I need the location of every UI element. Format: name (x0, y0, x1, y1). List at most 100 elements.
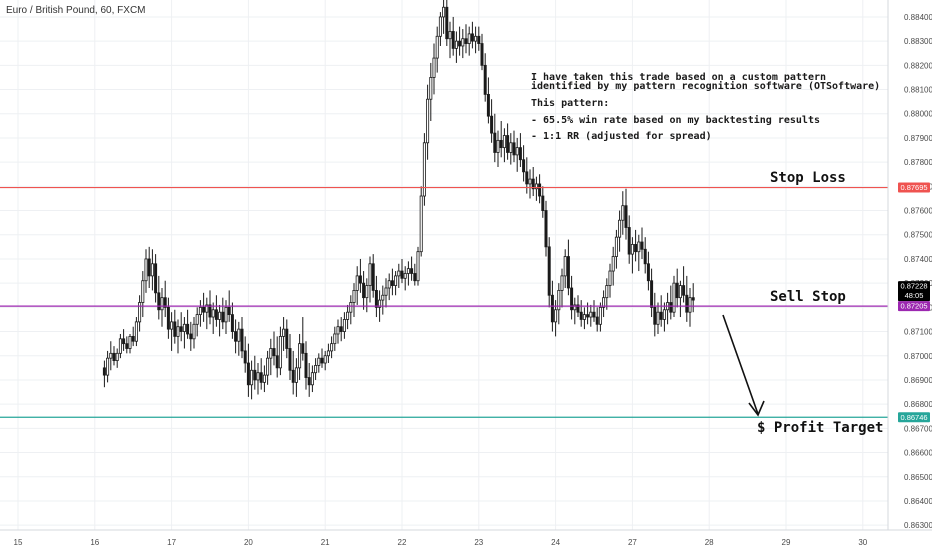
candle (618, 210, 622, 252)
candle (173, 309, 177, 344)
candle (304, 341, 308, 390)
candle (208, 290, 212, 325)
candle (490, 99, 494, 143)
stop-loss-price-tag: 0.87695 (898, 182, 930, 193)
candle (266, 350, 270, 385)
x-tick-label: 15 (14, 538, 23, 547)
candle (256, 363, 260, 395)
candle (310, 365, 314, 393)
current-price-tag: 0.87228 48:05 (898, 281, 930, 302)
stop-loss-label: Stop Loss (770, 170, 846, 186)
candle (397, 263, 401, 288)
svg-text:0.87228: 0.87228 (900, 282, 927, 291)
candle (166, 297, 170, 339)
candle (122, 329, 126, 351)
candle (493, 113, 497, 163)
x-tick-label: 17 (167, 538, 176, 547)
candle (506, 123, 510, 160)
candle (416, 246, 420, 286)
candle (509, 133, 513, 165)
candle (589, 304, 593, 327)
y-tick-label: 0.87400 (904, 255, 932, 264)
candle (451, 16, 455, 56)
candle (634, 229, 638, 262)
candle (531, 166, 535, 197)
y-tick-label: 0.88100 (904, 86, 932, 95)
candle (611, 246, 615, 286)
candle (326, 343, 330, 364)
candle (627, 215, 631, 264)
y-tick-label: 0.88200 (904, 61, 932, 70)
candle (285, 319, 289, 359)
candle (419, 186, 423, 257)
x-tick-label: 21 (321, 538, 330, 547)
candle (467, 26, 471, 56)
candle (390, 268, 394, 296)
candle (646, 251, 650, 291)
candle (595, 307, 599, 332)
candle (502, 128, 506, 163)
candle (406, 261, 410, 286)
candle (512, 130, 516, 163)
candle (301, 317, 305, 361)
trade-annotation: I have taken this trade based on a custo… (531, 71, 880, 142)
candle (205, 297, 209, 330)
candle (454, 31, 458, 63)
candle (218, 304, 222, 337)
annotation-line-4: - 65.5% win rate based on my backtesting… (531, 114, 820, 126)
candle (198, 300, 202, 327)
candle (605, 278, 609, 310)
candle (678, 280, 682, 318)
candle (342, 312, 346, 339)
candle (400, 258, 404, 284)
candle (688, 287, 692, 327)
candle (547, 237, 551, 308)
candle (336, 319, 340, 344)
candle (659, 295, 663, 327)
annotation-line-2: identified by my pattern recognition sof… (531, 80, 880, 92)
candle (685, 275, 689, 322)
candle (608, 263, 612, 298)
x-tick-label: 27 (628, 538, 637, 547)
candle (320, 348, 324, 368)
svg-text:0.87695: 0.87695 (900, 183, 927, 192)
candle (349, 295, 353, 325)
candle (362, 271, 366, 310)
candle (109, 341, 113, 371)
candle (374, 275, 378, 318)
candle (534, 176, 538, 201)
candle (432, 43, 436, 95)
annotation-line-1: I have taken this trade based on a custo… (531, 71, 826, 83)
candle (323, 350, 327, 371)
candle (246, 343, 250, 397)
y-tick-label: 0.87500 (904, 231, 932, 240)
candle (157, 275, 161, 320)
target-arrow (722, 314, 765, 417)
y-tick-label: 0.87800 (904, 158, 932, 167)
candle (435, 26, 439, 73)
candle (624, 188, 628, 240)
x-tick-label: 20 (244, 538, 253, 547)
annotation-line-5: - 1:1 RR (adjusted for spread) (531, 130, 712, 142)
candle (294, 358, 298, 397)
x-tick-label: 16 (90, 538, 99, 547)
y-tick-label: 0.86900 (904, 376, 932, 385)
candle (656, 302, 660, 334)
candle (307, 363, 311, 397)
time-axis[interactable]: 15 16 17 20 21 22 23 24 27 28 29 30 (14, 538, 868, 547)
candle (128, 333, 132, 354)
candle (394, 271, 398, 296)
y-tick-label: 0.87100 (904, 328, 932, 337)
candle (314, 358, 318, 380)
y-tick-label: 0.86700 (904, 424, 932, 433)
candle (272, 331, 276, 366)
y-tick-label: 0.88300 (904, 37, 932, 46)
candle (163, 280, 167, 318)
candle (182, 317, 186, 349)
candle (464, 24, 468, 54)
candle (461, 29, 465, 59)
candle (515, 137, 519, 172)
candle (544, 200, 548, 257)
x-tick-label: 22 (398, 538, 407, 547)
